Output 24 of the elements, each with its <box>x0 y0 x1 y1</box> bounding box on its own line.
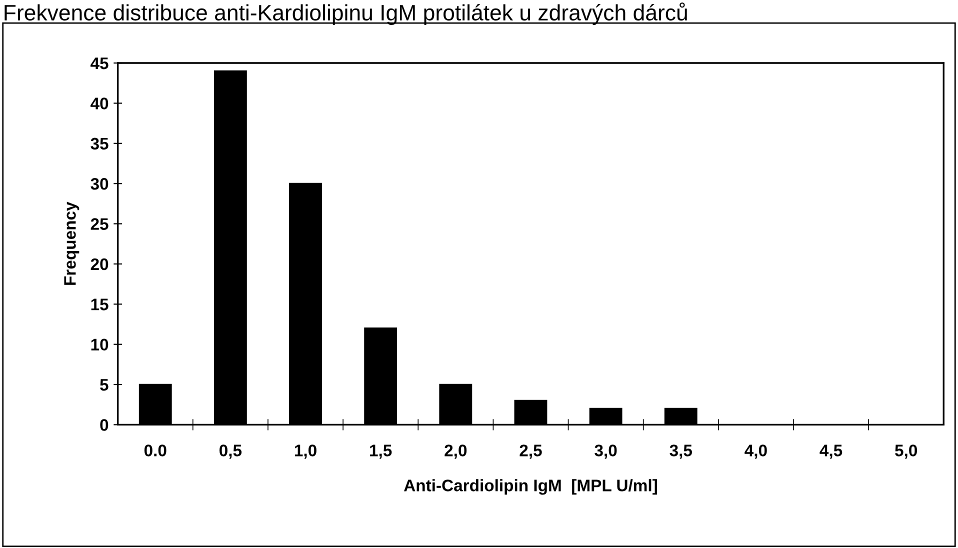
x-tick-label: 2,0 <box>444 444 467 459</box>
y-tick-label: 45 <box>90 58 108 70</box>
x-tick-label: 5,0 <box>895 444 917 459</box>
x-tick-label: 3,5 <box>670 444 692 459</box>
y-tick-label: 25 <box>90 218 108 230</box>
x-tick-label: 1,5 <box>370 444 392 459</box>
x-tick-label: 1,0 <box>294 444 316 459</box>
y-axis-title: Frequency <box>64 202 80 285</box>
x-tick-label: 0,5 <box>220 444 242 459</box>
y-tick-label: 10 <box>91 338 108 351</box>
y-tick-label: 30 <box>90 178 108 190</box>
x-tick-label: 0.0 <box>144 444 166 456</box>
y-tick-label: 40 <box>90 98 108 110</box>
x-tick-label: 4,0 <box>744 444 767 459</box>
y-tick-label: 20 <box>90 258 108 270</box>
x-tick-label: 4,5 <box>820 444 842 459</box>
x-axis-title: Anti-Cardiolipin IgM [MPL U/ml] <box>404 479 657 495</box>
chart-title: Frekvence distribuce anti-Kardiolipinu IgM protilátek u zdravých dárců <box>4 2 687 25</box>
y-tick-label: 15 <box>91 298 108 310</box>
x-tick-label: 3,0 <box>594 444 617 459</box>
y-tick-label: 0 <box>100 419 108 431</box>
y-tick-label: 35 <box>90 138 108 150</box>
y-tick-label: 5 <box>100 379 108 391</box>
x-tick-label: 2,5 <box>520 444 542 459</box>
